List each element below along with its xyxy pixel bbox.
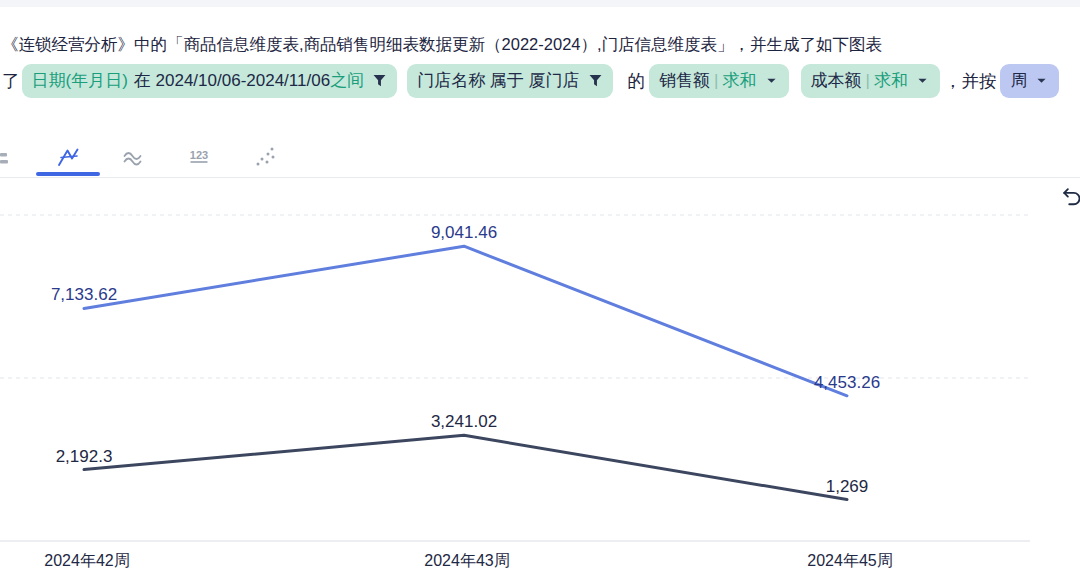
data-label: 2,192.3: [56, 447, 113, 466]
line-chart-tab-icon[interactable]: [55, 145, 81, 171]
measure-field: 销售额: [659, 69, 710, 92]
filter-icon: [372, 73, 387, 88]
chevron-down-icon: [764, 73, 779, 88]
chevron-down-icon: [915, 73, 930, 88]
data-label: 1,269: [826, 477, 869, 496]
filter-connector: 的: [628, 69, 646, 93]
x-tick-label: 2024年42周: [44, 552, 129, 569]
area-chart-tab-icon[interactable]: [121, 145, 147, 171]
measure-field: 成本额: [811, 69, 862, 92]
measure-agg: 求和: [723, 69, 757, 92]
store-filter-pill[interactable]: 门店名称 属于 厦门店: [407, 64, 612, 98]
line-chart: 7,133.62 9,041.46 4,453.26 2,192.3 3,241.02 1…: [0, 185, 1080, 574]
groupby-pill[interactable]: 周: [1000, 64, 1059, 98]
groupby-value: 周: [1010, 69, 1027, 92]
groupby-prefix: ，并按: [944, 69, 997, 93]
data-label: 4,453.26: [814, 373, 880, 392]
pill-separator: |: [714, 71, 718, 91]
date-range: 在 2024/10/06-2024/11/06: [134, 69, 330, 92]
analytics-page: 《连锁经营分析》中的「商品信息维度表,商品销售明细表数据更新（2022-2024…: [0, 0, 1080, 574]
store-filter-text: 门店名称 属于 厦门店: [417, 69, 579, 92]
filter-prefix: 了: [2, 69, 20, 93]
filter-icon: [588, 73, 603, 88]
date-field: 日期(年月日): [32, 69, 128, 92]
data-label: 7,133.62: [51, 285, 117, 304]
measure-cost-pill[interactable]: 成本额 | 求和: [801, 64, 940, 98]
top-band: [0, 0, 1080, 7]
filter-row: 了 日期(年月日) 在 2024/10/06-2024/11/06 之间 门店名…: [2, 63, 1059, 98]
data-label: 3,241.02: [431, 412, 497, 431]
tabs-divider: [0, 177, 1080, 178]
svg-text:123: 123: [190, 149, 208, 161]
measure-sales-pill[interactable]: 销售额 | 求和: [649, 64, 788, 98]
x-tick-label: 2024年45周: [807, 552, 892, 569]
headline: 《连锁经营分析》中的「商品信息维度表,商品销售明细表数据更新（2022-2024…: [2, 34, 882, 56]
date-filter-pill[interactable]: 日期(年月日) 在 2024/10/06-2024/11/06 之间: [22, 64, 398, 98]
pill-separator: |: [866, 71, 870, 91]
scatter-chart-tab-icon[interactable]: [252, 145, 278, 171]
x-tick-label: 2024年43周: [424, 552, 509, 569]
selected-tab-underline: [36, 172, 100, 176]
chevron-down-icon: [1034, 73, 1049, 88]
date-suffix: 之间: [330, 69, 364, 92]
series-line-0: [84, 246, 847, 396]
bar-chart-tab-icon[interactable]: [0, 150, 9, 168]
chart-type-tabs: 123: [0, 140, 1080, 178]
data-label: 9,041.46: [431, 223, 497, 242]
measure-agg: 求和: [874, 69, 908, 92]
series-line-1: [84, 435, 847, 499]
number-card-tab-icon[interactable]: 123: [186, 145, 212, 171]
